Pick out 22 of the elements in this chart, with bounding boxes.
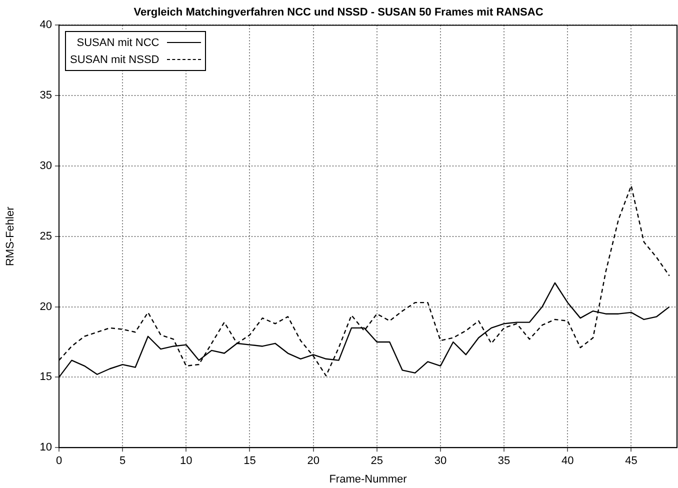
y-tick-label: 20 [40, 300, 52, 313]
x-tick-label: 0 [56, 455, 62, 468]
x-tick-label: 15 [244, 455, 256, 468]
x-axis-title: Frame-Nummer [329, 473, 408, 486]
x-tick-label: 45 [625, 455, 638, 468]
legend-label: SUSAN mit NCC [76, 36, 160, 49]
x-tick-label: 40 [562, 455, 574, 468]
x-tick-label: 30 [434, 455, 447, 468]
x-tick-label: 35 [498, 455, 510, 468]
x-tick-label: 10 [180, 455, 192, 468]
y-axis-title: RMS-Fehler [4, 206, 17, 266]
y-tick-label: 35 [40, 90, 52, 102]
y-tick-label: 25 [40, 230, 52, 242]
x-tick-label: 20 [307, 455, 320, 468]
x-tick-label: 5 [120, 455, 126, 468]
x-tick-label: 25 [370, 455, 384, 468]
legend-label: SUSAN mit NSSD [70, 54, 160, 66]
y-tick-label: 40 [40, 19, 52, 32]
chart-title: Vergleich Matchingverfahren NCC und NSSD - SUSAN 50 Frames mit RANSAC [134, 6, 544, 19]
y-tick-label: 15 [40, 371, 52, 384]
y-tick-label: 30 [40, 160, 52, 172]
y-tick-label: 10 [40, 442, 52, 454]
